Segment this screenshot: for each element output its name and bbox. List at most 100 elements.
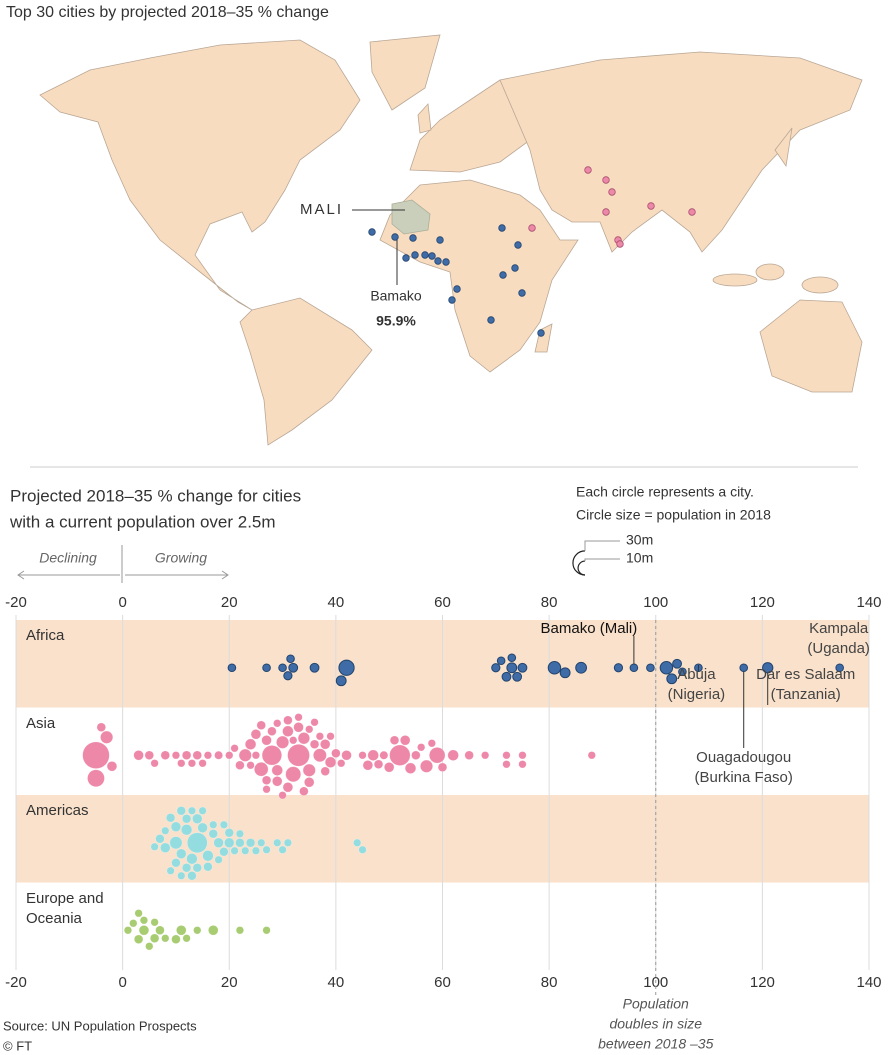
land: [774, 127, 793, 168]
city-circle: [203, 751, 212, 760]
city-circle: [238, 748, 252, 762]
x-tick-label: 40: [328, 594, 345, 611]
map-city: [511, 264, 519, 272]
size-legend-label: 10m: [626, 550, 653, 566]
city-circle: [161, 934, 170, 943]
city-circle: [176, 848, 187, 859]
city-circle: [272, 776, 283, 787]
city-circle: [187, 871, 197, 881]
city-circle: [309, 739, 320, 749]
x-tick-label: 100: [643, 594, 668, 611]
city-circle: [629, 663, 639, 673]
city-circle: [304, 777, 315, 788]
x-tick-label: 0: [118, 974, 126, 991]
city-circle: [282, 725, 294, 737]
city-circle: [133, 934, 144, 944]
city-circle: [100, 730, 114, 744]
city-circle: [507, 653, 517, 663]
country-label: MALI: [300, 201, 343, 218]
reference-label: Population: [623, 996, 689, 1012]
city-circle: [302, 763, 316, 777]
city-circle: [230, 846, 239, 855]
direction-arrow: [17, 570, 229, 580]
city-circle: [144, 750, 154, 760]
legend-title: Each circle represents a city.: [576, 484, 754, 500]
x-tick-label: 20: [221, 594, 238, 611]
x-tick-label: 80: [541, 594, 558, 611]
credit: © FT: [3, 1038, 32, 1053]
city-circle: [309, 662, 320, 673]
city-circle: [411, 750, 421, 760]
city-circle: [155, 834, 165, 844]
city-circle: [96, 722, 106, 732]
size-legend-label: 30m: [626, 532, 653, 548]
city-circle: [335, 675, 347, 687]
city-circle: [181, 750, 192, 760]
map-city: [499, 271, 507, 279]
city-circle: [313, 748, 327, 763]
city-circle: [138, 925, 150, 936]
city-circle: [506, 662, 518, 674]
city-circle: [672, 658, 682, 669]
map-city: [453, 285, 461, 293]
city-circle: [197, 822, 208, 833]
city-circle: [278, 845, 287, 854]
city-circle: [613, 663, 624, 673]
city-circle: [181, 814, 192, 824]
point-label: (Burkina Faso): [695, 769, 793, 786]
mali-highlight: [391, 199, 431, 235]
city-circle: [106, 761, 118, 772]
city-circle: [288, 662, 299, 673]
city-circle: [384, 762, 395, 773]
city-circle: [129, 919, 138, 928]
land: [417, 103, 432, 134]
city-circle: [324, 756, 337, 768]
city-circle: [214, 855, 223, 864]
city-circle: [659, 661, 674, 675]
city-circle: [278, 663, 287, 673]
legend-title: Circle size = population in 2018: [576, 507, 771, 523]
city-circle: [161, 826, 170, 835]
x-tick-label: 120: [750, 974, 775, 991]
map-city: [602, 208, 610, 216]
city-circle: [176, 806, 186, 816]
map-city: [528, 224, 536, 232]
city-circle: [420, 759, 433, 773]
city-circle: [219, 847, 229, 857]
city-circle: [208, 829, 218, 839]
point-label: Dar es Salaam: [756, 666, 855, 683]
direction-label: Growing: [155, 550, 207, 566]
x-tick-label: 20: [221, 974, 238, 991]
city-circle: [373, 759, 384, 769]
point-label: Bamako (Mali): [541, 620, 638, 637]
x-tick-label: 80: [541, 974, 558, 991]
city-circle: [389, 744, 411, 766]
city-circle: [379, 750, 389, 760]
city-circle: [145, 942, 154, 951]
city-circle: [437, 762, 448, 772]
map-city: [487, 316, 495, 324]
row-label: Africa: [26, 627, 65, 644]
city-circle: [241, 846, 250, 855]
map-city: [537, 329, 545, 337]
city-circle: [502, 760, 511, 769]
city-circle: [171, 858, 181, 868]
land: [755, 263, 785, 281]
world-map: MALI Bamako 95.9%: [39, 34, 863, 446]
city-circle: [235, 838, 245, 848]
city-circle: [139, 916, 149, 925]
city-circle: [187, 759, 196, 768]
map-city: [391, 233, 399, 241]
city-circle: [165, 813, 176, 823]
city-circle: [254, 762, 269, 777]
city-circle: [297, 732, 310, 745]
map-city: [421, 251, 429, 259]
city-circle: [404, 762, 417, 774]
city-circle: [646, 663, 655, 673]
city-circle: [496, 656, 506, 666]
chart-title: Projected 2018–35 % change for cities: [10, 486, 301, 505]
x-tick-label: -20: [5, 594, 27, 611]
city-circle: [246, 761, 255, 770]
city-circle: [326, 732, 335, 741]
